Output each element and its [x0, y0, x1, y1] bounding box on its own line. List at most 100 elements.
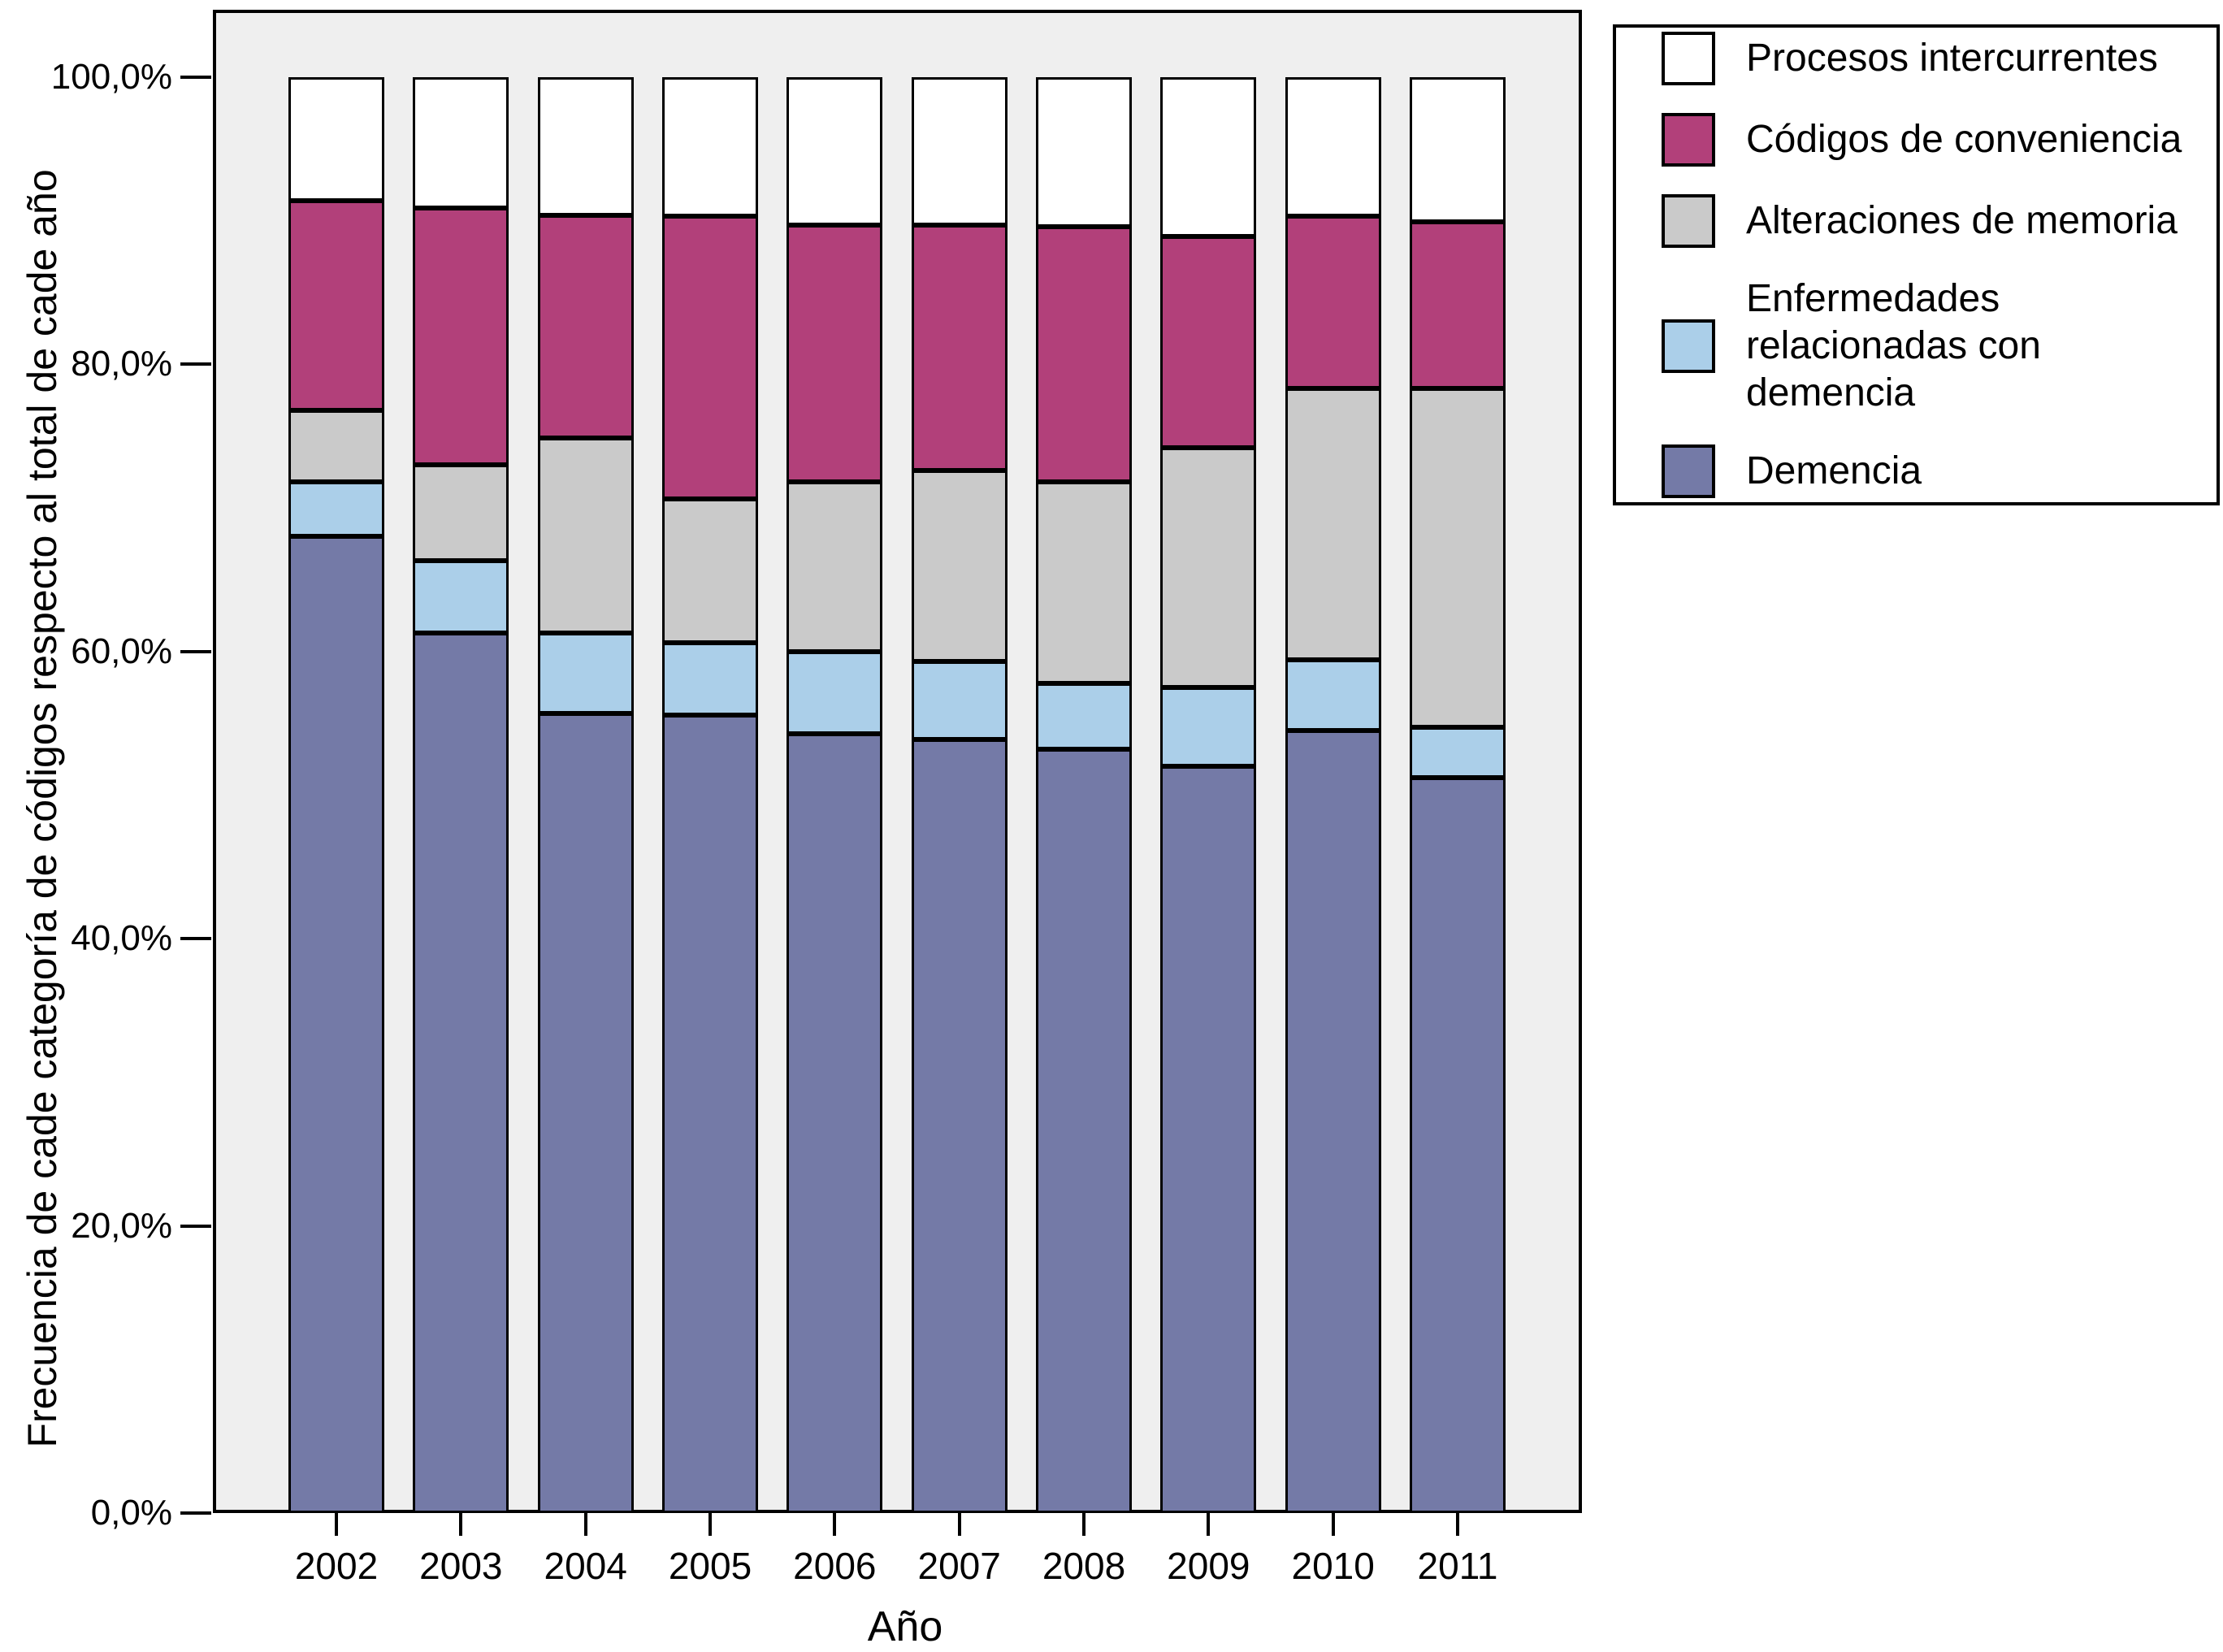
bar-segment	[1410, 222, 1506, 389]
bar-segment	[911, 661, 1008, 739]
x-tick-mark	[1082, 1513, 1086, 1536]
bar-segment	[911, 470, 1008, 662]
x-tick-label: 2006	[793, 1545, 877, 1587]
y-tick-mark	[180, 1511, 211, 1515]
bar-segment	[786, 733, 883, 1513]
bar-segment	[1036, 683, 1132, 749]
legend-swatch	[1662, 113, 1715, 167]
legend-item: Alteraciones de memoria	[1662, 194, 2192, 248]
bar-segment	[413, 561, 509, 633]
y-tick-label: 0,0%	[90, 1493, 172, 1533]
x-axis-title: Año	[867, 1603, 943, 1650]
bar-segment	[1410, 727, 1506, 778]
legend-swatch	[1662, 194, 1715, 248]
legend: Procesos intercurrentes Códigos de conven…	[1613, 24, 2220, 505]
x-tick-label: 2010	[1291, 1545, 1375, 1587]
bar-segment	[413, 632, 509, 1513]
bar-segment	[1285, 77, 1381, 217]
bar-segment	[786, 651, 883, 734]
bar-segment	[288, 200, 384, 410]
legend-swatch	[1662, 444, 1715, 498]
y-tick-label: 20,0%	[71, 1205, 172, 1246]
bar-segment	[1036, 77, 1132, 227]
bar-segment	[537, 77, 634, 215]
bar-segment	[537, 713, 634, 1513]
bar-segment	[1160, 687, 1257, 767]
legend-item: Enfermedades relacionadas con demencia	[1662, 275, 2192, 417]
x-tick-label: 2009	[1167, 1545, 1250, 1587]
bar-segment	[288, 77, 384, 201]
x-tick-mark	[833, 1513, 837, 1536]
bar-segment	[1285, 660, 1381, 731]
x-tick-label: 2008	[1042, 1545, 1126, 1587]
x-tick-mark	[583, 1513, 587, 1536]
y-tick-label: 40,0%	[71, 918, 172, 959]
legend-label: Demencia	[1746, 449, 1922, 492]
x-tick-label: 2002	[294, 1545, 379, 1587]
bar-segment	[662, 499, 758, 644]
x-tick-label: 2003	[419, 1545, 503, 1587]
bar-segment	[413, 207, 509, 466]
bar-segment	[1410, 388, 1506, 728]
legend-item: Demencia	[1662, 444, 2192, 498]
bar-segment	[1160, 766, 1257, 1513]
bar-segment	[413, 77, 509, 208]
legend-item: Códigos de conveniencia	[1662, 113, 2192, 167]
legend-swatch	[1662, 319, 1715, 373]
bar-segment	[1285, 216, 1381, 389]
bar-segment	[1410, 77, 1506, 223]
y-tick-label: 80,0%	[71, 344, 172, 384]
x-tick-label: 2007	[917, 1545, 1001, 1587]
bar-segment	[1160, 236, 1257, 448]
y-tick-mark	[180, 937, 211, 941]
x-tick-mark	[335, 1513, 338, 1536]
bar-segment	[1036, 226, 1132, 483]
x-tick-mark	[1207, 1513, 1211, 1536]
x-tick-mark	[1331, 1513, 1335, 1536]
bar-segment	[786, 225, 883, 483]
y-tick-label: 100,0%	[50, 57, 172, 97]
bar-segment	[537, 632, 634, 713]
bar-segment	[288, 410, 384, 483]
x-tick-mark	[708, 1513, 712, 1536]
bar-segment	[786, 482, 883, 652]
legend-label: Alteraciones de memoria	[1746, 199, 2178, 242]
bar-segment	[662, 77, 758, 217]
x-tick-label: 2005	[668, 1545, 752, 1587]
bar-segment	[1160, 447, 1257, 687]
bar-segment	[1036, 748, 1132, 1513]
legend-label: Enfermedades relacionadas con demencia	[1746, 277, 2041, 414]
bar-segment	[1285, 388, 1381, 661]
legend-label: Procesos intercurrentes	[1746, 37, 2158, 80]
legend-swatch	[1662, 32, 1715, 85]
y-tick-mark	[180, 649, 211, 653]
bar-segment	[1160, 77, 1257, 237]
bar-segment	[537, 215, 634, 438]
bar-segment	[288, 482, 384, 537]
bar-segment	[662, 216, 758, 500]
bar-segment	[662, 714, 758, 1513]
x-tick-mark	[459, 1513, 463, 1536]
bar-segment	[1410, 778, 1506, 1513]
x-tick-label: 2011	[1417, 1545, 1498, 1587]
y-tick-mark	[180, 1224, 211, 1228]
legend-label: Códigos de conveniencia	[1746, 118, 2182, 161]
bar-segment	[662, 643, 758, 715]
legend-item: Procesos intercurrentes	[1662, 32, 2192, 85]
bar-segment	[537, 437, 634, 633]
bar-segment	[1036, 482, 1132, 683]
bar-segment	[1285, 730, 1381, 1513]
bar-segment	[911, 225, 1008, 471]
bar-segment	[288, 536, 384, 1513]
bar-segment	[911, 77, 1008, 225]
y-tick-mark	[180, 362, 211, 366]
x-tick-mark	[957, 1513, 961, 1536]
y-tick-label: 60,0%	[71, 631, 172, 671]
x-tick-label: 2004	[544, 1545, 627, 1587]
y-tick-mark	[180, 76, 211, 79]
bar-segment	[786, 77, 883, 225]
bar-segment	[413, 465, 509, 562]
x-tick-mark	[1456, 1513, 1459, 1536]
bar-segment	[911, 739, 1008, 1513]
